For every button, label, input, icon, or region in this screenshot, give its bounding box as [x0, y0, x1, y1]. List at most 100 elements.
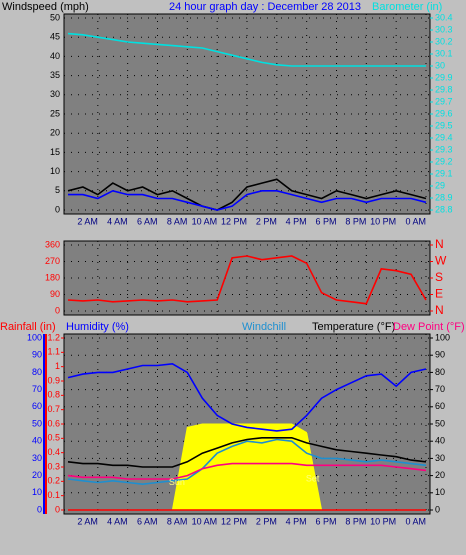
x-tick-label: 0 AM	[405, 516, 426, 526]
y2-tick-label: 30	[435, 453, 445, 463]
annotation: Set	[306, 473, 320, 483]
y2-tick-label: 29.2	[435, 156, 453, 166]
y-tick-label: 15	[50, 147, 60, 157]
y2-tick-label: 60	[435, 401, 445, 411]
y-tick-label: 10	[32, 487, 42, 497]
series-line	[67, 437, 427, 468]
y-tick-label: 20	[50, 128, 60, 138]
y-tick-label: 50	[32, 418, 42, 428]
y-tick-label: 0	[55, 204, 60, 214]
legend-entry: Windchill	[242, 321, 286, 333]
x-tick-label: 6 AM	[137, 516, 158, 526]
y2-tick-label: 29.6	[435, 108, 453, 118]
legend-entry: Temperature (°F)	[312, 321, 395, 333]
rain-tick-label: 0.5	[47, 433, 60, 443]
y-tick-label: 35	[50, 70, 60, 80]
y2-tick-label: 29	[435, 180, 445, 190]
y-tick-label: 90	[32, 350, 42, 360]
y2-tick-label: 29.3	[435, 144, 453, 154]
x-tick-label: 6 PM	[315, 216, 336, 226]
y2-tick-label: W	[435, 254, 447, 268]
y2-tick-label: 29.9	[435, 72, 453, 82]
y2-tick-label: 10	[435, 487, 445, 497]
y-axis-label: Windspeed (mph)	[2, 1, 89, 13]
y-tick-label: 5	[55, 185, 60, 195]
x-tick-label: 8 AM	[167, 516, 188, 526]
rain-tick-label: 1.2	[47, 332, 60, 342]
x-tick-label: 6 PM	[315, 516, 336, 526]
y-tick-label: 30	[32, 453, 42, 463]
y2-tick-label: 100	[435, 332, 450, 342]
x-tick-label: 8 PM	[345, 516, 366, 526]
rain-tick-label: 1.1	[47, 347, 60, 357]
annotation: Sun	[169, 477, 185, 487]
y-tick-label: 270	[45, 256, 60, 266]
legend-entry: Rainfall (in)	[0, 321, 56, 333]
series-line	[67, 362, 427, 432]
y2-tick-label: 29.5	[435, 120, 453, 130]
y-tick-label: 100	[27, 332, 42, 342]
y2-tick-label: 80	[435, 367, 445, 377]
y-tick-label: 40	[50, 51, 60, 61]
y2-tick-label: 29.7	[435, 96, 453, 106]
series-line	[67, 462, 427, 480]
y-tick-label: 20	[32, 470, 42, 480]
x-tick-label: 4 AM	[107, 216, 128, 226]
y2-tick-label: 29.1	[435, 168, 453, 178]
y-tick-label: 10	[50, 166, 60, 176]
chart-title: 24 hour graph day : December 28 2013	[169, 1, 361, 13]
series-line	[68, 189, 427, 211]
rain-tick-label: 0.3	[47, 461, 60, 471]
series-line	[67, 32, 426, 67]
y2-tick-label: 29.4	[435, 132, 453, 142]
y2-tick-label: 29.8	[435, 84, 453, 94]
x-tick-label: 10 PM	[370, 516, 396, 526]
x-tick-label: 8 AM	[167, 216, 188, 226]
y2-tick-label: 30.1	[435, 48, 453, 58]
y-tick-label: 0	[37, 504, 42, 514]
series-line	[67, 438, 427, 486]
series-line	[67, 178, 427, 211]
y2-tick-label: 30.3	[435, 24, 453, 34]
y-tick-label: 30	[50, 89, 60, 99]
y2-tick-label: 50	[435, 418, 445, 428]
rain-tick-label: 1	[55, 361, 60, 371]
legend-entry: Dew Point (°F)	[393, 321, 465, 333]
x-tick-label: 2 PM	[256, 516, 277, 526]
y-tick-label: 40	[32, 436, 42, 446]
x-tick-label: 10 AM	[192, 516, 218, 526]
y2-tick-label: 30	[435, 60, 445, 70]
x-tick-label: 4 PM	[286, 216, 307, 226]
y2-tick-label: E	[435, 287, 443, 301]
x-tick-label: 0 AM	[405, 216, 426, 226]
y2-tick-label: 28.8	[435, 204, 453, 214]
rain-tick-label: 0.2	[47, 476, 60, 486]
y-tick-label: 0	[55, 305, 60, 315]
x-tick-label: 2 PM	[256, 216, 277, 226]
y-tick-label: 90	[50, 289, 60, 299]
y-tick-label: 70	[32, 384, 42, 394]
y2-tick-label: 0	[435, 504, 440, 514]
y-tick-label: 80	[32, 367, 42, 377]
x-tick-label: 10 AM	[192, 216, 218, 226]
x-tick-label: 12 PM	[221, 216, 247, 226]
y2-tick-label: 30.4	[435, 12, 453, 22]
y-tick-label: 180	[45, 272, 60, 282]
y2-tick-label: S	[435, 270, 443, 284]
rain-tick-label: 0.6	[47, 418, 60, 428]
rain-tick-label: 0.8	[47, 390, 60, 400]
rain-tick-label: 0.1	[47, 490, 60, 500]
y2-tick-label: N	[435, 237, 444, 251]
y2-tick-label: 30.2	[435, 36, 453, 46]
legend-entry: Humidity (%)	[66, 321, 129, 333]
rain-tick-label: 0.9	[47, 375, 60, 385]
rain-tick-label: 0.4	[47, 447, 60, 457]
rain-tick-label: 0	[55, 504, 60, 514]
x-tick-label: 2 AM	[77, 516, 98, 526]
x-tick-label: 12 PM	[221, 516, 247, 526]
x-tick-label: 10 PM	[370, 216, 396, 226]
x-tick-label: 4 AM	[107, 516, 128, 526]
x-tick-label: 6 AM	[137, 216, 158, 226]
y2-tick-label: 70	[435, 384, 445, 394]
